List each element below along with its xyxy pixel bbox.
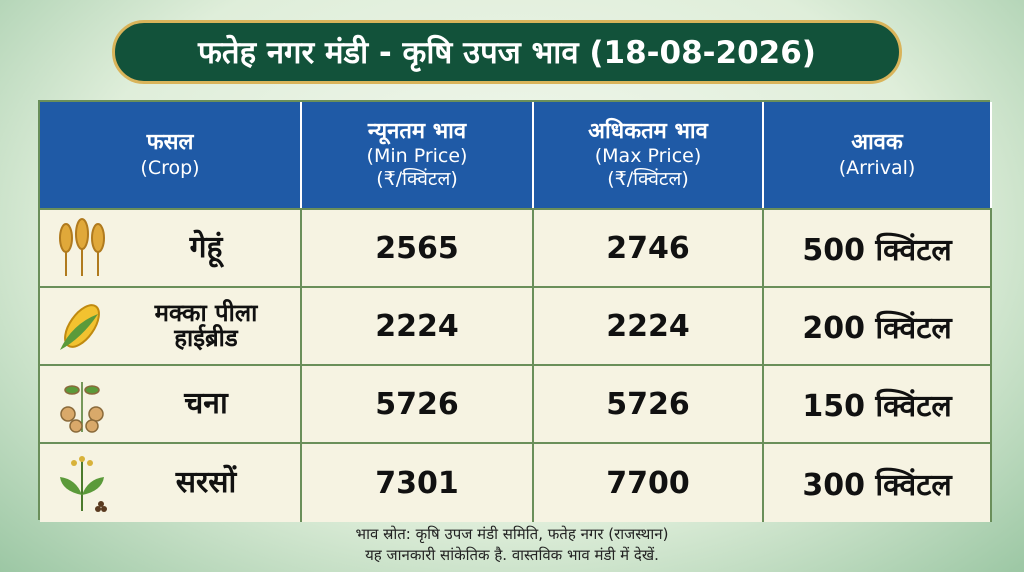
crop-cell: चना [40,364,302,442]
arrival: 150 क्विंटल [802,388,952,424]
header-cell: आवक (Arrival) [764,102,992,208]
crop-name-line: सरसों [175,465,237,501]
arrival-cell: 150 क्विंटल [764,364,992,442]
crop-cell: गेहूं [40,208,302,286]
title: फतेह नगर मंडी - कृषि उपज भाव (18-08-2026… [198,35,816,71]
header-text: आवक [851,130,903,156]
price-cell: 5726 [302,364,534,442]
header-cell: फसल (Crop) [40,102,302,208]
crop-icon [60,304,100,350]
price-cell: 2224 [534,286,764,364]
price-cell: 2224 [302,286,534,364]
arrival-cell: 500 क्विंटल [764,208,992,286]
header-cell: अधिकतम भाव (Max Price) (₹/क्विंटल) [534,102,764,208]
price-cell: 7700 [534,442,764,522]
crop-name-line: चना [184,386,228,422]
crop-icon [59,218,105,276]
crop-name: सरसों [112,467,300,499]
crop-name: मक्का पीला हाईब्रीड [112,298,300,352]
header-text: अधिकतम भाव [588,119,708,144]
price: 2746 [606,230,690,266]
price-cell: 5726 [534,364,764,442]
header-text: (₹/क्विंटल) [376,168,458,191]
price: 2224 [606,308,690,344]
header-cell: न्यूनतम भाव (Min Price) (₹/क्विंटल) [302,102,534,208]
price-cell: 7301 [302,442,534,522]
crop-cell: सरसों [40,442,302,522]
header-text: (Arrival) [838,156,916,179]
price-cell: 2746 [534,208,764,286]
crop-name-line: मक्का पीला [154,298,258,327]
arrival-cell: 200 क्विंटल [764,286,992,364]
title-banner: फतेह नगर मंडी - कृषि उपज भाव (18-08-2026… [112,20,902,84]
price: 7700 [606,465,690,501]
crop-cell: मक्का पीला हाईब्रीड [40,286,302,364]
crop-name-line: गेहूं [189,230,223,266]
crop-name: गेहूं [112,232,300,264]
price: 2224 [375,308,459,344]
arrival: 300 क्विंटल [802,467,952,503]
price-table: फसल (Crop) न्यूनतम भाव (Min Price) (₹/क्विंट… [38,100,992,522]
footer: भाव स्रोत: कृषि उपज मंडी समिति, फतेह नगर… [0,524,1024,566]
price: 5726 [606,386,690,422]
header-text: (₹/क्विंटल) [607,168,689,191]
arrival: 500 क्विंटल [802,232,952,268]
crop-icon [60,456,107,512]
arrival: 200 क्विंटल [802,310,952,346]
header-text: (Min Price) [366,145,468,168]
header-text: (Max Price) [594,145,702,168]
price: 7301 [375,465,459,501]
crop-icon [60,382,104,433]
header-text: फसल [146,130,194,156]
crop-name-line: हाईब्रीड [174,324,238,352]
header-text: न्यूनतम भाव [367,119,467,144]
price: 2565 [375,230,459,266]
footer-line: भाव स्रोत: कृषि उपज मंडी समिति, फतेह नगर… [355,525,669,543]
crop-name: चना [112,388,300,420]
footer-line: यह जानकारी सांकेतिक है. वास्तविक भाव मंड… [365,546,659,564]
price-cell: 2565 [302,208,534,286]
header-text: (Crop) [140,156,200,179]
arrival-cell: 300 क्विंटल [764,442,992,522]
price: 5726 [375,386,459,422]
